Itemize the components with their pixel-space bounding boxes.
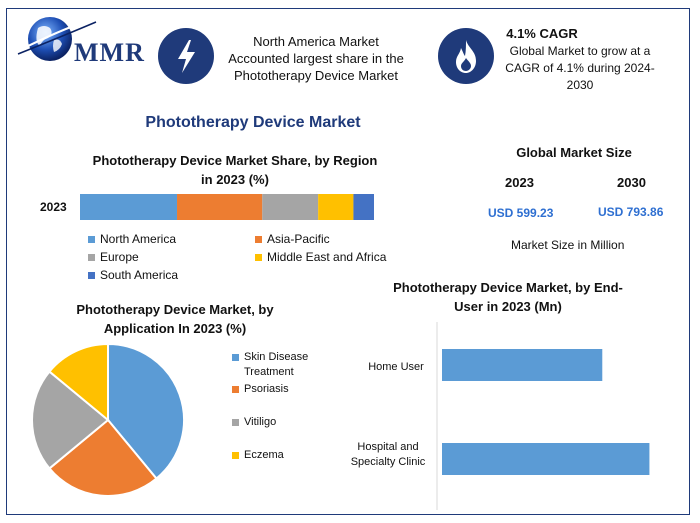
pie-slice-eczema [48,342,109,423]
year-2023: 2023 [505,175,534,190]
flame-badge [438,28,494,84]
swatch-south-america [88,271,95,279]
legend-label: Europe [100,250,139,264]
enduser-title-line1: Phototherapy Device Market, by End- [393,280,623,295]
bar-segment-middle-east-and-africa [318,194,354,220]
market-size-title: Global Market Size [516,145,632,160]
bar-segment-europe [262,194,319,220]
legend-label: Middle East and Africa [267,250,387,264]
swatch-psoriasis [232,386,239,393]
stat2-line1: Global Market to grow at a [509,44,651,58]
swatch-asia-pacific [255,235,262,243]
bar-segment-asia-pacific [177,194,263,220]
swatch-skin [232,354,239,361]
stat2-line3: 2030 [566,78,594,92]
swatch-europe [88,253,95,261]
stat1-text: North America Market Accounted largest s… [218,33,414,84]
value-2023: USD 599.23 [488,206,554,220]
region-year-label: 2023 [40,200,67,214]
enduser-chart-title: Phototherapy Device Market, by End- User… [370,278,646,316]
legend-south-america: South America [88,268,178,282]
enduser-bar-0 [442,349,603,381]
lightning-badge [158,28,214,84]
stat2-text: Global Market to grow at a CAGR of 4.1% … [500,43,660,94]
application-title-line2: Application In 2023 (%) [103,321,247,336]
application-pie-chart [31,342,185,497]
swatch-eczema [232,452,239,459]
application-title-line1: Phototherapy Device Market, by [76,302,274,317]
flame-icon [456,40,476,73]
lightning-icon [178,40,195,73]
legend-mea: Middle East and Africa [255,250,386,264]
swatch-vitiligo [232,419,239,426]
category-label: Home User [368,361,424,373]
stat1-line3: Phototherapy Device Market [233,68,399,83]
logo: MMR [14,12,144,72]
bar-segment-north-america [80,194,178,220]
logo-text: MMR [74,38,145,67]
page-title: Phototherapy Device Market [145,114,361,131]
value-2030: USD 793.86 [598,205,664,219]
application-chart-title: Phototherapy Device Market, by Applicati… [40,300,310,338]
category-label: Specialty Clinic [350,456,426,468]
pie-legend-skin: Skin Disease Treatment [232,350,308,380]
pie-legend-label: Treatment [244,366,294,378]
swatch-mea [255,253,262,261]
category-home-user: Home User [350,360,442,375]
stat1-line2: Accounted largest share in the [228,51,404,66]
region-stacked-bar [80,194,374,220]
pie-legend-label: Psoriasis [244,383,289,395]
pie-legend-label: Vitiligo [244,416,277,428]
legend-label: North America [100,232,177,246]
enduser-title-line2: User in 2023 (Mn) [454,299,562,314]
stat2-title: 4.1% CAGR [506,26,578,41]
stat1-line1: North America Market [253,34,379,49]
stat2-line2: CAGR of 4.1% during 2024- [505,61,655,75]
enduser-bar-1 [442,443,650,475]
legend-europe: Europe [88,250,139,264]
legend-north-america: North America [88,232,176,246]
market-size-note: Market Size in Million [511,238,625,252]
pie-legend-label: Skin Disease [244,351,309,363]
pie-slice-skin-disease-treatment [107,342,185,480]
pie-slice-psoriasis [48,418,158,497]
pie-legend-label: Eczema [244,449,284,461]
pie-legend-eczema: Eczema [232,448,284,463]
region-title-line2: in 2023 (%) [201,172,269,187]
legend-label: Asia-Pacific [267,232,330,246]
region-chart-title: Phototherapy Device Market Share, by Reg… [70,151,400,189]
pie-legend-vitiligo: Vitiligo [232,415,276,430]
pie-slice-vitiligo [31,370,110,470]
category-hospital: Hospital and Specialty Clinic [340,440,436,470]
swatch-north-america [88,235,95,243]
category-label: Hospital and [357,441,419,453]
enduser-bar-chart [436,322,650,510]
legend-label: South America [100,268,179,282]
region-title-line1: Phototherapy Device Market Share, by Reg… [92,153,378,168]
year-2030: 2030 [617,175,646,190]
bar-segment-south-america [353,194,374,220]
legend-asia-pacific: Asia-Pacific [255,232,330,246]
globe-icon [17,17,97,61]
infographic-frame [6,8,690,515]
pie-legend-psoriasis: Psoriasis [232,382,289,397]
